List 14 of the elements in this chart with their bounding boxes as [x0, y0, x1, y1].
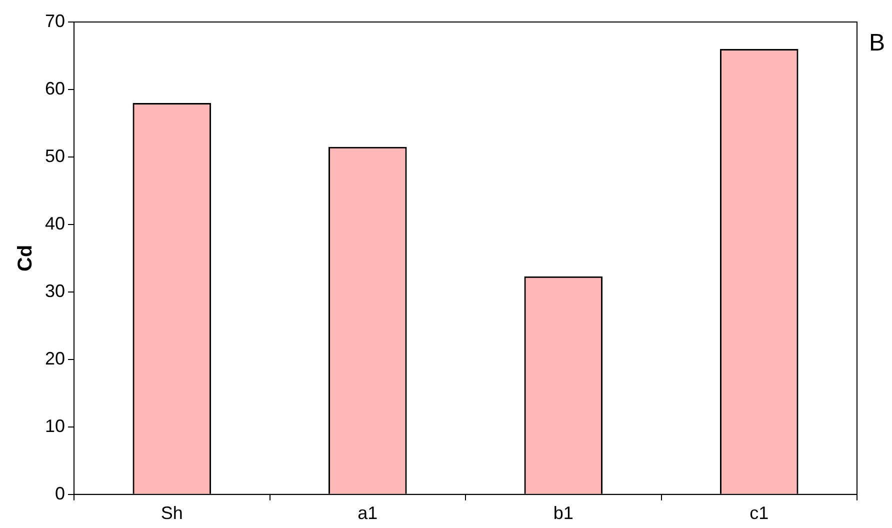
y-tick-label: 30 — [44, 280, 66, 301]
x-tick-label: b1 — [553, 503, 574, 524]
y-tick-label: 10 — [44, 416, 66, 436]
x-tick-label: a1 — [358, 503, 378, 524]
y-tick-label: 20 — [44, 348, 66, 368]
y-tick-label: 50 — [44, 146, 66, 166]
y-tick-label: 70 — [44, 10, 66, 31]
y-tick-label: 0 — [55, 483, 66, 504]
y-tick-label: 40 — [44, 213, 66, 234]
text: B — [869, 30, 886, 57]
y-tick-label: 60 — [44, 78, 66, 98]
y-axis-title: Cd — [14, 244, 37, 272]
x-tick-label: Sh — [160, 503, 183, 524]
x-tick-label: c1 — [750, 503, 769, 524]
